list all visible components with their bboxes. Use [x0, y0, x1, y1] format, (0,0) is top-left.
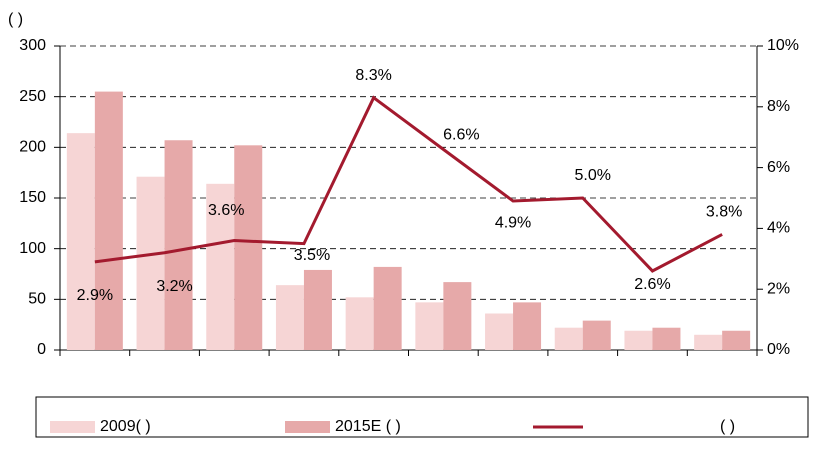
data-label: 3.8% [706, 204, 742, 221]
data-label: 2.6% [634, 276, 670, 293]
bar [582, 320, 611, 350]
bar [652, 327, 681, 350]
y-tick-label: 0 [37, 341, 46, 358]
bar [66, 133, 95, 350]
bar [554, 327, 583, 350]
y-tick-label: 300 [19, 37, 46, 54]
bar [485, 313, 514, 350]
y-tick-label: 150 [19, 189, 46, 206]
legend-label: ( ) [720, 418, 735, 435]
y-tick-label: 200 [19, 139, 46, 156]
data-label: 3.6% [208, 202, 244, 219]
y-tick-label: 100 [19, 240, 46, 257]
bar [443, 282, 472, 350]
legend-box [35, 396, 809, 438]
legend-label: 2015E ( ) [335, 418, 401, 435]
bar [694, 334, 723, 350]
bar [373, 266, 402, 350]
data-label: 3.2% [156, 278, 192, 295]
legend-label: 2009( ) [100, 418, 151, 435]
y2-tick-label: 6% [767, 159, 790, 176]
legend-swatch [50, 421, 95, 433]
bar [234, 145, 263, 350]
y2-tick-label: 4% [767, 220, 790, 237]
data-label: 4.9% [495, 214, 531, 231]
data-label: 8.3% [355, 67, 391, 84]
bar [275, 285, 304, 350]
bar [415, 302, 444, 350]
bar [624, 330, 653, 350]
y2-tick-label: 10% [767, 37, 799, 54]
bar [164, 140, 193, 350]
data-label: 3.5% [294, 247, 330, 264]
bar [94, 91, 123, 350]
bar [303, 269, 332, 350]
bar [722, 330, 751, 350]
y2-tick-label: 0% [767, 341, 790, 358]
bar [206, 183, 235, 350]
y2-tick-label: 8% [767, 98, 790, 115]
y-tick-label: 50 [28, 291, 46, 308]
y-tick-label: 250 [19, 88, 46, 105]
y2-tick-label: 2% [767, 280, 790, 297]
bar [136, 176, 165, 350]
bar [513, 302, 542, 350]
y-axis-label: ( ) [8, 11, 23, 28]
data-label: 6.6% [443, 127, 479, 144]
bar [345, 297, 374, 350]
data-label: 2.9% [77, 287, 113, 304]
line [94, 95, 723, 273]
legend-swatch [285, 421, 330, 433]
data-label: 5.0% [575, 167, 611, 184]
